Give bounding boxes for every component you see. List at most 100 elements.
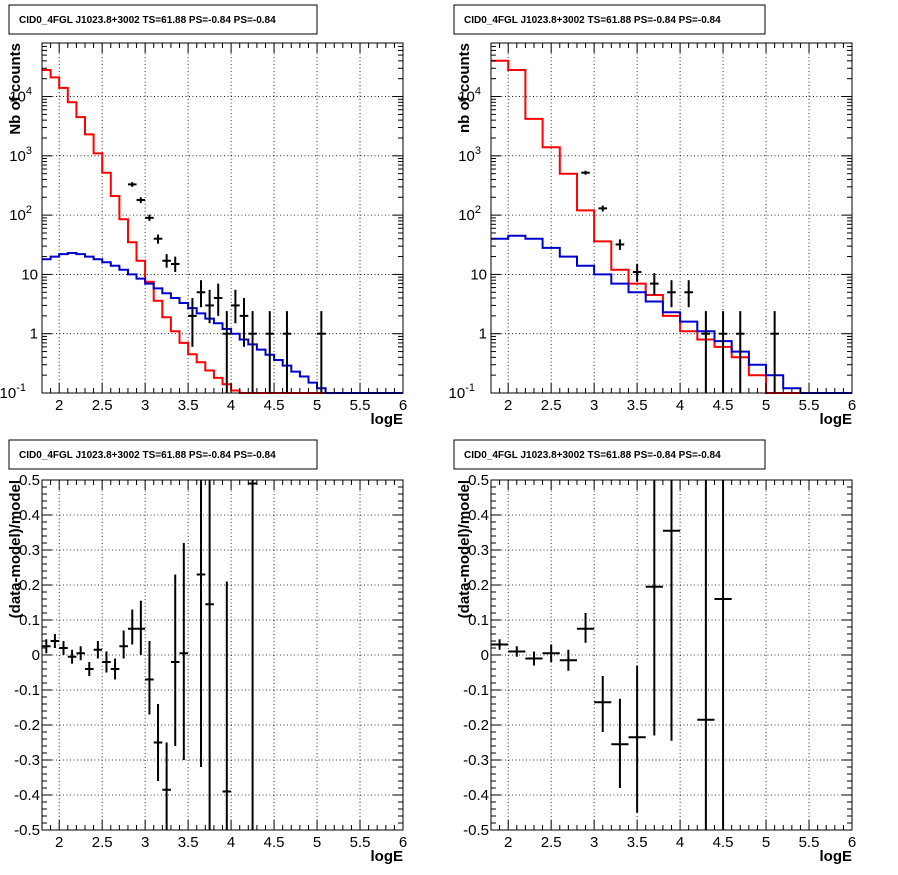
data-point bbox=[76, 646, 85, 661]
y-tick-label: 0.5 bbox=[468, 472, 489, 489]
data-point bbox=[628, 665, 646, 813]
chart-title: CID0_4FGL J1023.8+3002 TS=61.88 PS=-0.84… bbox=[19, 15, 276, 26]
x-tick-label: 5 bbox=[762, 397, 770, 414]
data-point bbox=[222, 581, 232, 830]
x-tick-label: 4 bbox=[676, 397, 684, 414]
data-point bbox=[119, 630, 128, 659]
data-point bbox=[153, 704, 163, 781]
data-point bbox=[93, 641, 103, 659]
x-axis-label: logE bbox=[820, 848, 853, 865]
data-point bbox=[735, 311, 745, 393]
x-tick-label: 3 bbox=[141, 834, 149, 851]
y-tick-label: -0.2 bbox=[463, 717, 489, 734]
data-point bbox=[162, 742, 171, 830]
y-tick-label: -0.2 bbox=[14, 717, 40, 734]
y-tick-label: 0.4 bbox=[19, 507, 40, 524]
y-tick-label: -0.3 bbox=[14, 752, 40, 769]
data-point bbox=[205, 480, 214, 830]
data-point bbox=[559, 649, 577, 671]
x-tick-label: 4 bbox=[227, 397, 235, 414]
data-point bbox=[127, 609, 137, 645]
data-point bbox=[525, 651, 543, 666]
x-axis-label: logE bbox=[371, 411, 404, 428]
y-tick-label: 10-1 bbox=[449, 382, 475, 402]
data-point bbox=[491, 639, 509, 650]
grid bbox=[491, 43, 852, 393]
x-tick-label: 5 bbox=[313, 834, 321, 851]
plot-frame bbox=[41, 479, 404, 831]
y-axis-label: (data-model)/model bbox=[456, 480, 473, 618]
data-point bbox=[213, 283, 223, 316]
y-tick-label: 104 bbox=[458, 86, 481, 106]
data-point bbox=[581, 170, 590, 175]
x-tick-label: 4 bbox=[676, 834, 684, 851]
x-tick-label: 5 bbox=[313, 397, 321, 414]
y-tick-label: 0.1 bbox=[19, 612, 40, 629]
data-point bbox=[196, 280, 206, 308]
data-point bbox=[188, 298, 197, 347]
data-point bbox=[598, 205, 608, 212]
y-tick-label: -0.1 bbox=[463, 682, 489, 699]
chart-title: CID0_4FGL J1023.8+3002 TS=61.88 PS=-0.84… bbox=[19, 450, 276, 461]
x-tick-label: 4.5 bbox=[713, 834, 734, 851]
y-tick-label: -0.3 bbox=[463, 752, 489, 769]
data-point bbox=[196, 480, 206, 767]
y-tick-label: 10 bbox=[21, 266, 38, 283]
data-point bbox=[662, 480, 681, 741]
data-points bbox=[127, 182, 326, 393]
data-points bbox=[42, 480, 257, 830]
data-point bbox=[718, 311, 728, 393]
x-tick-label: 3.5 bbox=[627, 834, 648, 851]
x-tick-label: 4.5 bbox=[713, 397, 734, 414]
data-point bbox=[170, 574, 180, 746]
x-tick-label: 3.5 bbox=[178, 397, 199, 414]
y-tick-label: 104 bbox=[9, 86, 32, 106]
data-point bbox=[102, 651, 111, 673]
data-point bbox=[239, 298, 249, 347]
data-point bbox=[770, 311, 779, 393]
data-point bbox=[508, 646, 526, 657]
x-tick-label: 3 bbox=[590, 834, 598, 851]
x-tick-label: 6 bbox=[848, 397, 856, 414]
data-point bbox=[317, 311, 326, 393]
x-tick-label: 5.5 bbox=[350, 834, 371, 851]
data-point bbox=[248, 311, 257, 393]
data-point bbox=[615, 239, 625, 250]
x-tick-label: 5 bbox=[762, 834, 770, 851]
data-points bbox=[581, 170, 779, 393]
x-tick-label: 2.5 bbox=[541, 834, 562, 851]
chart-panel-3: CID0_4FGL J1023.8+3002 TS=61.88 PS=-0.84… bbox=[7, 439, 407, 865]
x-tick-label: 5.5 bbox=[799, 397, 820, 414]
y-axis-label: (data-model)/model bbox=[7, 480, 24, 618]
data-point bbox=[170, 256, 180, 272]
data-point bbox=[542, 644, 560, 662]
data-point bbox=[594, 676, 612, 732]
y-tick-label: 103 bbox=[458, 145, 481, 165]
data-point bbox=[714, 480, 732, 830]
x-tick-label: 5.5 bbox=[799, 834, 820, 851]
title-box bbox=[8, 439, 318, 470]
x-tick-label: 3.5 bbox=[627, 397, 648, 414]
title-box bbox=[8, 4, 318, 35]
data-point bbox=[645, 480, 663, 736]
data-point bbox=[650, 273, 659, 295]
grid bbox=[42, 43, 403, 393]
y-tick-label: 0 bbox=[32, 647, 40, 664]
x-tick-label: 6 bbox=[848, 834, 856, 851]
data-point bbox=[576, 613, 595, 643]
data-point bbox=[145, 641, 154, 715]
y-tick-label: 0.3 bbox=[19, 542, 40, 559]
x-tick-label: 6 bbox=[399, 834, 407, 851]
y-axis: -0.5 -0.4 -0.3 -0.2 -0.1 0 0.1 0.2 0.3 0.4 0.5(dat… bbox=[7, 472, 403, 839]
y-tick-label: -0.5 bbox=[14, 822, 40, 839]
x-tick-label: 2.5 bbox=[92, 397, 113, 414]
data-point bbox=[684, 280, 693, 308]
x-tick-label: 3 bbox=[590, 397, 598, 414]
data-point bbox=[697, 480, 715, 830]
x-tick-label: 2.5 bbox=[541, 397, 562, 414]
data-point bbox=[248, 480, 257, 830]
series-line-2 bbox=[491, 234, 852, 394]
